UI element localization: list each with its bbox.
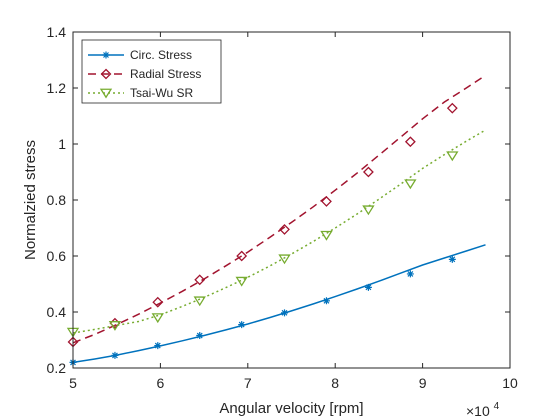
- series-group: [69, 244, 486, 366]
- data-point-marker: [99, 88, 113, 99]
- x-axis-label: Angular velocity [rpm]: [219, 400, 363, 417]
- plot-layer: [66, 74, 486, 366]
- legend-label: Radial Stress: [130, 67, 201, 81]
- x-axis-exponent-power: 4: [494, 401, 500, 412]
- data-point-marker: [194, 274, 206, 286]
- x-axis-exponent-base: ×10: [466, 403, 490, 419]
- data-point-marker: [100, 68, 112, 80]
- data-point-marker: [111, 351, 119, 359]
- x-tick-label: 8: [331, 375, 339, 391]
- x-tick-label: 6: [157, 375, 165, 391]
- data-point-marker: [151, 313, 164, 324]
- data-point-marker: [364, 283, 372, 291]
- data-point-marker: [362, 166, 374, 178]
- legend-box: [81, 39, 222, 104]
- series-line: [72, 74, 486, 344]
- data-point-marker: [446, 151, 459, 162]
- y-tick-label: 1.4: [47, 24, 67, 40]
- data-point-marker: [152, 296, 164, 308]
- data-point-marker: [236, 250, 248, 262]
- x-axis-exponent: ×10 4: [466, 401, 500, 419]
- data-point-marker: [322, 297, 330, 305]
- y-tick-label: 0.8: [47, 192, 67, 208]
- y-axis-label: Normalzied stress: [22, 140, 39, 260]
- data-point-marker: [321, 195, 332, 207]
- data-point-marker: [278, 254, 291, 265]
- y-tick-label: 1: [58, 136, 66, 152]
- y-tick-label: 0.6: [47, 248, 67, 264]
- legend-label: Circ. Stress: [130, 48, 192, 62]
- data-point-marker: [448, 255, 456, 263]
- data-point-marker: [196, 332, 204, 340]
- data-point-marker: [404, 136, 416, 148]
- legend: Circ. Stress Radial Stress Tsai-Wu SR: [81, 39, 222, 104]
- data-point-marker: [154, 342, 162, 350]
- x-tick-label: 10: [502, 375, 518, 391]
- y-tick-label: 1.2: [47, 80, 67, 96]
- data-point-marker: [404, 179, 417, 190]
- series-group: [67, 74, 486, 348]
- data-point-marker: [446, 102, 458, 114]
- data-point-marker: [281, 309, 289, 317]
- y-tick-label: 0.2: [47, 360, 67, 376]
- x-tick-label: 7: [244, 375, 252, 391]
- data-point-marker: [279, 223, 290, 235]
- y-tick-label: 0.4: [47, 304, 67, 320]
- axis-ticks: 5 6 7 8 9 10 0.2 0.4 0.6 0.8 1 1.2 1.4: [47, 24, 518, 391]
- data-point-marker: [193, 296, 206, 307]
- data-point-marker: [406, 270, 414, 278]
- data-point-marker: [108, 321, 122, 331]
- x-tick-label: 9: [419, 375, 427, 391]
- series-line: [72, 244, 486, 364]
- data-point-marker: [235, 276, 248, 287]
- data-point-marker: [362, 205, 375, 216]
- series-line: [72, 129, 486, 334]
- data-point-marker: [238, 321, 246, 329]
- x-tick-label: 5: [69, 375, 77, 391]
- series-group: [66, 129, 486, 338]
- legend-label: Tsai-Wu SR: [130, 86, 193, 100]
- data-point-marker: [102, 51, 110, 59]
- data-point-marker: [320, 230, 333, 241]
